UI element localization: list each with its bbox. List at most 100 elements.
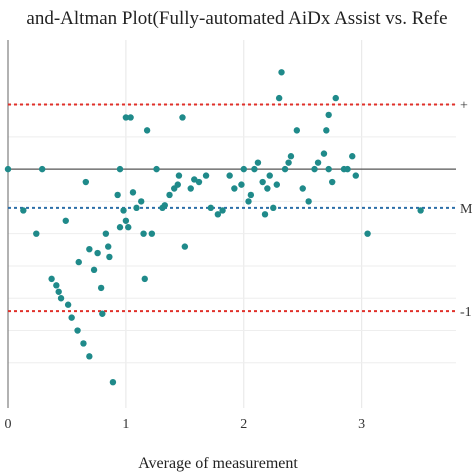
data-point — [105, 243, 112, 250]
data-point — [293, 127, 301, 134]
data-point — [82, 178, 90, 186]
data-point — [364, 230, 371, 237]
data-point — [90, 266, 98, 274]
data-point — [179, 114, 186, 121]
data-point — [125, 224, 132, 231]
data-point — [240, 165, 247, 173]
data-point — [231, 185, 238, 192]
data-point — [129, 189, 137, 196]
data-point — [102, 230, 110, 237]
data-point — [195, 178, 203, 186]
data-point — [287, 153, 295, 160]
data-point — [311, 165, 318, 173]
data-point — [187, 185, 194, 192]
data-point — [153, 165, 160, 173]
data-point — [349, 153, 356, 160]
data-point — [138, 198, 145, 205]
data-point — [55, 288, 62, 295]
data-point — [116, 224, 124, 231]
data-point — [74, 327, 81, 334]
data-point — [86, 353, 93, 360]
data-point — [141, 275, 148, 283]
data-point — [332, 94, 339, 102]
data-point — [219, 207, 226, 214]
data-point — [94, 249, 101, 257]
x-tick-label: 3 — [358, 417, 365, 432]
x-axis-label: Average of measurement — [138, 455, 298, 472]
data-point — [175, 172, 183, 179]
data-point — [214, 211, 222, 218]
data-point — [329, 178, 336, 186]
data-point — [266, 172, 273, 179]
data-point — [120, 207, 127, 214]
data-point — [247, 191, 255, 199]
data-point — [109, 378, 117, 386]
data-point — [305, 198, 312, 205]
data-point — [62, 217, 69, 224]
data-point — [202, 172, 210, 179]
data-point — [86, 245, 93, 253]
data-point — [254, 159, 262, 166]
data-point — [323, 127, 330, 134]
data-point — [48, 275, 55, 283]
data-point — [133, 204, 140, 212]
data-point — [75, 258, 82, 266]
data-point — [181, 243, 189, 250]
data-point — [238, 181, 245, 188]
x-tick-label: 1 — [122, 417, 129, 432]
x-tick-label: 2 — [240, 417, 247, 432]
data-point — [275, 94, 283, 102]
reference-line-labels: + M -1 — [460, 99, 473, 321]
data-point — [226, 172, 233, 179]
data-point — [38, 165, 46, 173]
data-point — [245, 198, 252, 205]
data-point — [122, 114, 130, 121]
grid — [7, 40, 456, 408]
chart-title: and-Altman Plot(Fully-automated AiDx Ass… — [26, 8, 447, 29]
data-point — [148, 230, 156, 237]
data-point — [174, 181, 181, 188]
x-tick-label: 0 — [5, 417, 12, 432]
data-point — [97, 284, 105, 292]
data-point — [352, 172, 359, 179]
data-point — [33, 230, 40, 237]
data-point — [281, 165, 289, 173]
data-point — [259, 178, 266, 186]
x-axis-ticks: 0 1 2 3 — [5, 417, 366, 432]
data-point — [127, 114, 134, 121]
data-point — [344, 165, 351, 173]
data-point — [122, 217, 130, 224]
data-point — [20, 207, 27, 214]
data-point — [251, 165, 258, 173]
data-point — [320, 150, 328, 157]
reference-line-label: M — [460, 202, 473, 217]
data-point — [140, 230, 147, 237]
data-point — [161, 202, 168, 209]
data-point — [299, 185, 306, 192]
data-points — [4, 69, 424, 386]
data-point — [4, 165, 12, 173]
data-point — [53, 282, 60, 289]
reference-line-label: + — [460, 99, 468, 114]
reference-lines — [8, 103, 456, 313]
data-point — [325, 165, 332, 173]
data-point — [278, 69, 285, 76]
data-point — [106, 253, 113, 261]
data-point — [143, 127, 151, 134]
data-point — [64, 301, 72, 308]
data-point — [270, 204, 277, 212]
reference-line-label: -1 — [460, 305, 472, 320]
data-point — [99, 310, 106, 317]
data-point — [191, 176, 198, 183]
data-point — [314, 159, 322, 166]
data-point — [166, 191, 173, 199]
data-point — [80, 340, 87, 347]
data-point — [68, 314, 75, 321]
data-point — [285, 159, 292, 166]
data-point — [273, 181, 280, 188]
data-point — [57, 295, 65, 302]
data-point — [116, 165, 124, 173]
data-point — [325, 111, 332, 119]
data-point — [261, 211, 269, 218]
